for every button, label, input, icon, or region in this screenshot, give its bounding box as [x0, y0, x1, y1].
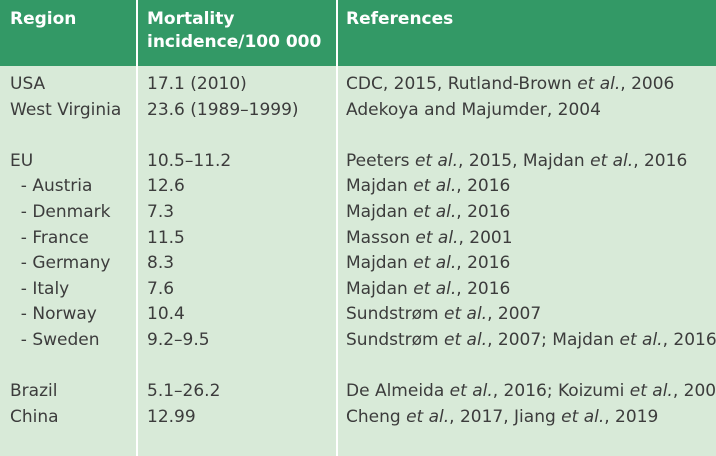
column-divider-1 [136, 0, 138, 456]
reference-text: , 2007 [487, 304, 542, 325]
reference-text: , 2015, Majdan [458, 150, 591, 171]
reference-cell: Peeters et al., 2015, Majdan et al., 201… [346, 149, 716, 175]
reference-cell: Sundstrøm et al., 2007; Majdan et al., 2… [346, 328, 716, 354]
mortality-cell: 12.99 [147, 406, 196, 427]
mortality-cell: 10.5–11.2 [147, 150, 232, 171]
reference-text: , 2016 [456, 201, 511, 222]
reference-text: CDC, 2015, Rutland-Brown [346, 74, 578, 94]
reference-text: , 2019 [604, 406, 659, 427]
table-header: Region Mortality incidence/100 000 Refer… [0, 0, 716, 66]
region-cell: - Denmark [10, 201, 111, 222]
reference-text: , 2001 [458, 227, 513, 248]
reference-cell: Cheng et al., 2017, Jiang et al., 2019 [346, 405, 716, 431]
reference-italic-text: et al. [619, 329, 663, 350]
reference-cell: Majdan et al., 2016 [346, 251, 716, 277]
group-spacer [346, 354, 716, 380]
reference-italic-text: et al. [413, 253, 457, 274]
mortality-cell: 23.6 (1989–1999) [147, 99, 299, 120]
mortality-cell: 5.1–26.2 [147, 381, 221, 402]
reference-cell: CDC, 2015, Rutland-Brown et al., 2006 [346, 72, 716, 98]
header-region: Region [10, 9, 77, 29]
reference-text: , 2000 [672, 381, 716, 402]
reference-text: , 2016 [456, 278, 511, 299]
mortality-cell: 12.6 [147, 176, 185, 197]
reference-text: Peeters [346, 150, 415, 171]
group-spacer [147, 123, 299, 149]
reference-text: Majdan [346, 253, 414, 274]
reference-text: , 2016 [456, 176, 511, 197]
region-cell: EU [10, 150, 34, 171]
reference-text: Sundstrøm [346, 329, 445, 350]
reference-text: , 2016 [456, 253, 511, 274]
reference-italic-text: et al. [590, 150, 634, 171]
reference-text: De Almeida [346, 381, 450, 402]
reference-italic-text: et al. [406, 406, 450, 427]
reference-italic-text: et al. [413, 201, 457, 222]
region-cell: - Germany [10, 253, 111, 274]
region-cell: - Norway [10, 304, 97, 325]
reference-cell: Majdan et al., 2016 [346, 200, 716, 226]
reference-text: Majdan [346, 201, 414, 222]
reference-text: , 2016 [633, 150, 688, 171]
reference-text: Majdan [346, 278, 414, 299]
region-cell: - Sweden [10, 329, 100, 350]
reference-italic-text: et al. [449, 381, 493, 402]
mortality-cell: 10.4 [147, 304, 185, 325]
region-cell: China [10, 406, 59, 427]
reference-text: Masson [346, 227, 416, 248]
header-mortality-line2: incidence/100 000 [147, 32, 322, 52]
references-column: CDC, 2015, Rutland-Brown et al., 2006 Ade… [346, 72, 716, 430]
reference-cell: Majdan et al., 2016 [346, 277, 716, 303]
reference-italic-text: et al. [629, 381, 673, 402]
reference-text: Sundstrøm [346, 304, 445, 325]
reference-italic-text: et al. [577, 74, 621, 94]
group-spacer [10, 123, 121, 149]
reference-italic-text: et al. [444, 304, 488, 325]
reference-cell: De Almeida et al., 2016; Koizumi et al.,… [346, 379, 716, 405]
mortality-cell: 17.1 (2010) [147, 74, 247, 94]
region-column: USA West Virginia EU - Austria - Denmark -… [10, 72, 121, 430]
region-cell: Brazil [10, 381, 58, 402]
mortality-cell: 7.3 [147, 201, 175, 222]
reference-text: Cheng [346, 406, 407, 427]
reference-text: , 2017, Jiang [449, 406, 562, 427]
region-cell: West Virginia [10, 99, 122, 120]
reference-cell: Masson et al., 2001 [346, 226, 716, 252]
group-spacer [346, 123, 716, 149]
reference-cell: Sundstrøm et al., 2007 [346, 302, 716, 328]
header-mortality: Mortality incidence/100 000 [147, 8, 321, 54]
reference-text: , 2016 [662, 329, 716, 350]
mortality-column: 17.1 (2010) 23.6 (1989–1999) 10.5–11.2 12.6… [147, 72, 299, 430]
reference-cell: Majdan et al., 2016 [346, 174, 716, 200]
reference-italic-text: et al. [444, 329, 488, 350]
reference-italic-text: et al. [414, 150, 459, 171]
header-mortality-line1: Mortality [147, 9, 235, 29]
region-cell: - Austria [10, 176, 93, 197]
reference-text: , 2007; Majdan [487, 329, 620, 350]
reference-text: Majdan [346, 176, 414, 197]
reference-cell: Adekoya and Majumder, 2004 [346, 98, 716, 124]
group-spacer [147, 354, 299, 380]
reference-text: Adekoya and Majumder, 2004 [346, 99, 601, 120]
column-divider-2 [336, 0, 338, 456]
header-references: References [346, 9, 454, 29]
region-cell: - France [10, 227, 89, 248]
reference-italic-text: et al. [415, 227, 459, 248]
region-cell: USA [10, 74, 46, 94]
group-spacer [10, 354, 121, 380]
reference-italic-text: et al. [413, 176, 457, 197]
mortality-cell: 11.5 [147, 227, 185, 248]
mortality-cell: 7.6 [147, 278, 175, 299]
reference-text: , 2006 [620, 74, 675, 94]
mortality-cell: 9.2–9.5 [147, 329, 210, 350]
region-cell: - Italy [10, 278, 70, 299]
reference-text: , 2016; Koizumi [492, 381, 630, 402]
mortality-cell: 8.3 [147, 253, 175, 274]
reference-italic-text: et al. [561, 406, 605, 427]
reference-italic-text: et al. [413, 278, 457, 299]
